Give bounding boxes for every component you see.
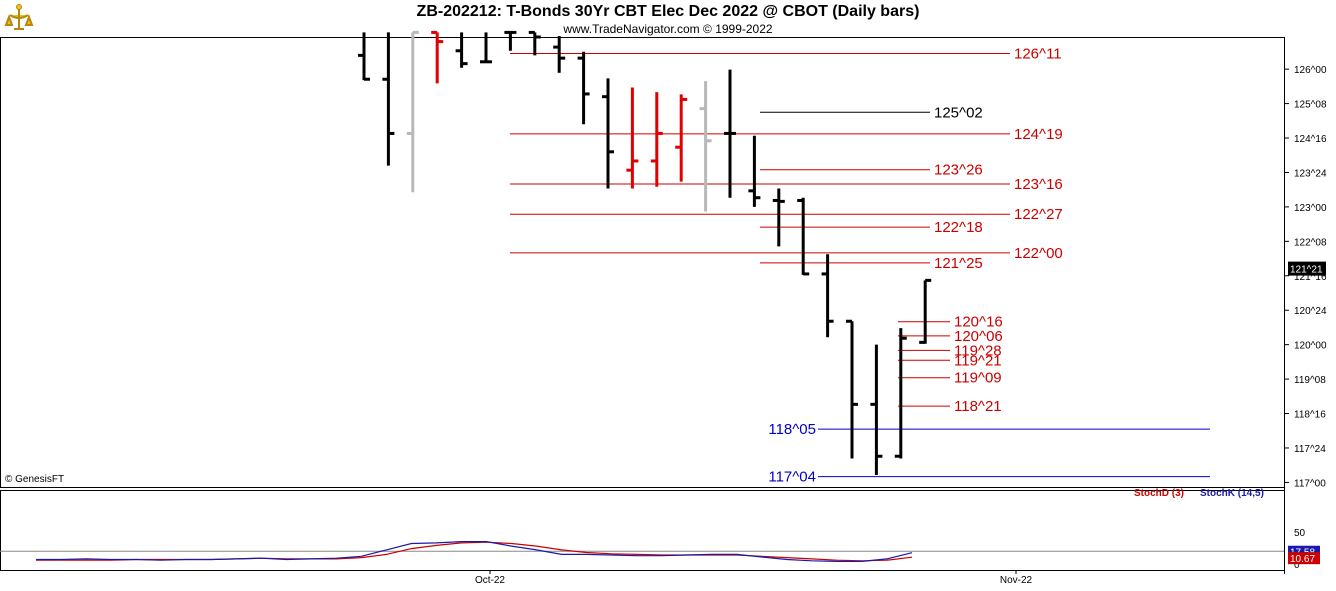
y-tick-label: 123^24 xyxy=(1294,168,1327,179)
y-tick-label: 123^00 xyxy=(1294,203,1327,214)
last-price-box xyxy=(1288,261,1326,276)
y-tick-label: 124^16 xyxy=(1294,134,1327,145)
chart-title: ZB-202212: T-Bonds 30Yr CBT Elec Dec 202… xyxy=(416,3,920,20)
y-tick-label: 117^24 xyxy=(1294,444,1326,455)
y-tick-label: 120^24 xyxy=(1294,306,1327,317)
stoch-k-line xyxy=(36,541,913,562)
y-tick-label: 119^08 xyxy=(1294,375,1326,386)
price-pane-frame xyxy=(0,37,1285,488)
x-tick-label: Nov-22 xyxy=(1000,575,1033,586)
level-label: 120^06 xyxy=(954,328,1003,345)
level-label: 121^25 xyxy=(934,255,983,272)
stochd-value: 10.67 xyxy=(1290,554,1315,565)
chart-subtitle: www.TradeNavigator.com © 1999-2022 xyxy=(563,22,773,36)
y-tick-label: 120^00 xyxy=(1294,341,1327,352)
stoch-pane-frame xyxy=(0,490,1285,571)
level-label: 117^04 xyxy=(768,469,816,486)
legend-stochd: StochD (3) xyxy=(1134,488,1184,499)
stoch-y-tick: 0 xyxy=(1294,560,1300,571)
level-label: 119^21 xyxy=(954,352,1002,369)
y-tick-label: 126^00 xyxy=(1294,65,1327,76)
level-label: 122^27 xyxy=(1014,206,1063,223)
level-label: 119^28 xyxy=(954,342,1002,359)
copyright-label: © GenesisFT xyxy=(5,474,65,485)
level-label: 126^11 xyxy=(1014,46,1062,63)
last-price-label: 121^21 xyxy=(1290,265,1323,276)
level-label: 118^21 xyxy=(954,398,1002,415)
level-label: 122^18 xyxy=(934,219,983,236)
y-tick-label: 125^08 xyxy=(1294,100,1327,111)
y-tick-label: 118^16 xyxy=(1294,410,1326,421)
level-label: 125^02 xyxy=(934,104,983,121)
stochd-value-box xyxy=(1288,552,1320,565)
level-label: 124^19 xyxy=(1014,126,1063,143)
y-tick-label: 122^08 xyxy=(1294,237,1327,248)
y-tick-label: 121^16 xyxy=(1294,272,1327,283)
trade-navigator-logo xyxy=(4,4,34,30)
stoch-y-tick: 50 xyxy=(1294,528,1306,539)
level-label: 119^09 xyxy=(954,370,1002,387)
level-label: 122^00 xyxy=(1014,245,1063,262)
x-tick-label: Oct-22 xyxy=(475,575,505,586)
y-tick-label: 117^00 xyxy=(1294,478,1326,489)
level-label: 123^16 xyxy=(1014,176,1063,193)
legend-stochk: StochK (14,5) xyxy=(1200,488,1264,499)
level-label: 123^26 xyxy=(934,162,983,179)
level-label: 120^16 xyxy=(954,314,1003,331)
level-label: 118^05 xyxy=(768,421,816,438)
